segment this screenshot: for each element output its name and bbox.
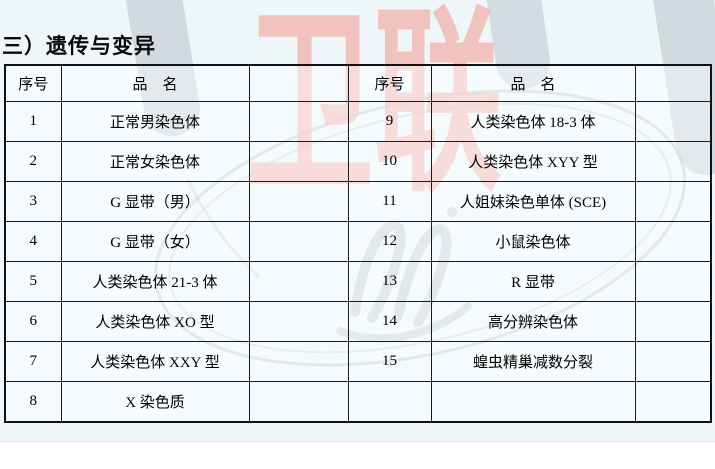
serial-cell: 6: [4, 301, 62, 342]
header-serial-right: 序号: [347, 64, 432, 102]
name-cell: 正常男染色体: [60, 101, 250, 142]
empty-cell: [248, 221, 349, 262]
header-name-left: 品 名: [60, 64, 250, 102]
empty-cell: [634, 261, 712, 302]
header-name-right: 品 名: [430, 64, 636, 102]
serial-cell: 14: [347, 301, 432, 342]
empty-cell: [634, 141, 712, 182]
name-cell: 人类染色体 XO 型: [60, 301, 250, 342]
table-row: 2 正常女染色体 10 人类染色体 XYY 型: [4, 141, 712, 182]
name-cell: R 显带: [430, 261, 636, 302]
empty-cell: [634, 101, 712, 142]
serial-cell: 9: [347, 101, 432, 142]
serial-cell: 4: [4, 221, 62, 262]
table-row: 1 正常男染色体 9 人类染色体 18-3 体: [4, 101, 712, 142]
name-cell: G 显带（男）: [60, 181, 250, 222]
serial-cell: 7: [4, 341, 62, 382]
serial-cell: 15: [347, 341, 432, 382]
serial-cell: 1: [4, 101, 62, 142]
name-cell: 人类染色体 18-3 体: [430, 101, 636, 142]
empty-cell: [248, 181, 349, 222]
empty-cell: [248, 101, 349, 142]
serial-cell: 5: [4, 261, 62, 302]
name-cell: [430, 381, 636, 423]
name-cell: 正常女染色体: [60, 141, 250, 182]
serial-cell: [347, 381, 432, 423]
serial-cell: 11: [347, 181, 432, 222]
serial-cell: 13: [347, 261, 432, 302]
table-row: 7 人类染色体 XXY 型 15 蝗虫精巢减数分裂: [4, 341, 712, 382]
empty-cell: [634, 341, 712, 382]
section-title: 三）遗传与变异: [2, 35, 156, 58]
header-empty-left: [248, 64, 349, 102]
serial-cell: 3: [4, 181, 62, 222]
table-row: 3 G 显带（男） 11 人姐妹染色单体 (SCE): [4, 181, 712, 222]
empty-cell: [634, 381, 712, 423]
empty-cell: [248, 341, 349, 382]
table-row: 6 人类染色体 XO 型 14 高分辨染色体: [4, 301, 712, 342]
table-row: 5 人类染色体 21-3 体 13 R 显带: [4, 261, 712, 302]
name-cell: 蝗虫精巢减数分裂: [430, 341, 636, 382]
header-serial-left: 序号: [4, 64, 62, 102]
table-row: 4 G 显带（女） 12 小鼠染色体: [4, 221, 712, 262]
serial-cell: 8: [4, 381, 62, 423]
empty-cell: [248, 381, 349, 423]
name-cell: 高分辨染色体: [430, 301, 636, 342]
empty-cell: [248, 301, 349, 342]
name-cell: X 染色质: [60, 381, 250, 423]
name-cell: 人类染色体 XYY 型: [430, 141, 636, 182]
empty-cell: [248, 261, 349, 302]
empty-cell: [634, 221, 712, 262]
name-cell: 人类染色体 XXY 型: [60, 341, 250, 382]
serial-cell: 10: [347, 141, 432, 182]
header-empty-right: [634, 64, 712, 102]
serial-cell: 2: [4, 141, 62, 182]
name-cell: 人姐妹染色单体 (SCE): [430, 181, 636, 222]
empty-cell: [634, 301, 712, 342]
serial-cell: 12: [347, 221, 432, 262]
empty-cell: [248, 141, 349, 182]
table-header-row: 序号 品 名 序号 品 名: [4, 64, 712, 102]
name-cell: 人类染色体 21-3 体: [60, 261, 250, 302]
empty-cell: [634, 181, 712, 222]
specimen-table: 序号 品 名 序号 品 名 1 正常男染色体 9 人类染色体 18-3 体 2 …: [4, 64, 712, 423]
name-cell: 小鼠染色体: [430, 221, 636, 262]
name-cell: G 显带（女）: [60, 221, 250, 262]
table-row: 8 X 染色质: [4, 381, 712, 423]
